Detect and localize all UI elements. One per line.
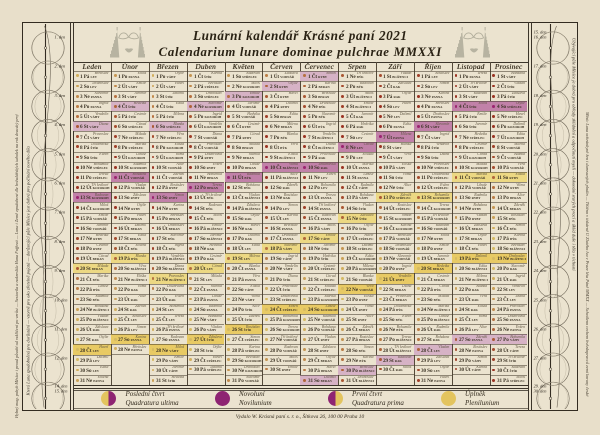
svg-text:27. den: 27. den [534, 355, 548, 360]
svg-text:1. den: 1. den [54, 34, 66, 39]
svg-text:30. den: 30. den [534, 388, 548, 393]
svg-text:4. den: 4. den [54, 122, 66, 127]
svg-text:21. den: 21. den [534, 180, 548, 185]
svg-text:9. den: 9. den [54, 268, 66, 273]
svg-text:29. den: 29. den [534, 383, 548, 388]
svg-text:8. den: 8. den [54, 238, 66, 243]
svg-text:25. den: 25. den [534, 297, 548, 302]
svg-text:18. den: 18. den [534, 92, 548, 97]
svg-text:15. den: 15. den [534, 29, 548, 34]
svg-text:3. den: 3. den [54, 92, 66, 97]
svg-text:15. den: 15. den [54, 388, 68, 393]
svg-text:2. den: 2. den [54, 63, 66, 68]
svg-text:17. den: 17. den [534, 63, 548, 68]
svg-text:24. den: 24. den [534, 268, 548, 273]
svg-text:22. den: 22. den [534, 209, 548, 214]
svg-text:5. den: 5. den [54, 151, 66, 156]
svg-text:11. den: 11. den [54, 326, 67, 331]
svg-text:16. den: 16. den [534, 34, 548, 39]
svg-text:12. den: 12. den [54, 355, 68, 360]
svg-text:14. den: 14. den [54, 383, 68, 388]
svg-text:Která Luna zpodobněná pro dorů: Která Luna zpodobněná pro dorůstání — vz… [25, 145, 30, 396]
svg-text:23. den: 23. den [534, 238, 548, 243]
svg-text:26. den: 26. den [534, 326, 548, 331]
svg-text:19. den: 19. den [534, 122, 548, 127]
svg-text:Ubývající půle Měsíce je dobrá: Ubývající půle Měsíce je dobrá pro obřad… [572, 38, 577, 271]
svg-text:7. den: 7. den [54, 209, 66, 214]
svg-text:6. den: 6. den [54, 180, 66, 185]
svg-text:20. den: 20. den [534, 151, 548, 156]
svg-text:10. den: 10. den [54, 297, 68, 302]
